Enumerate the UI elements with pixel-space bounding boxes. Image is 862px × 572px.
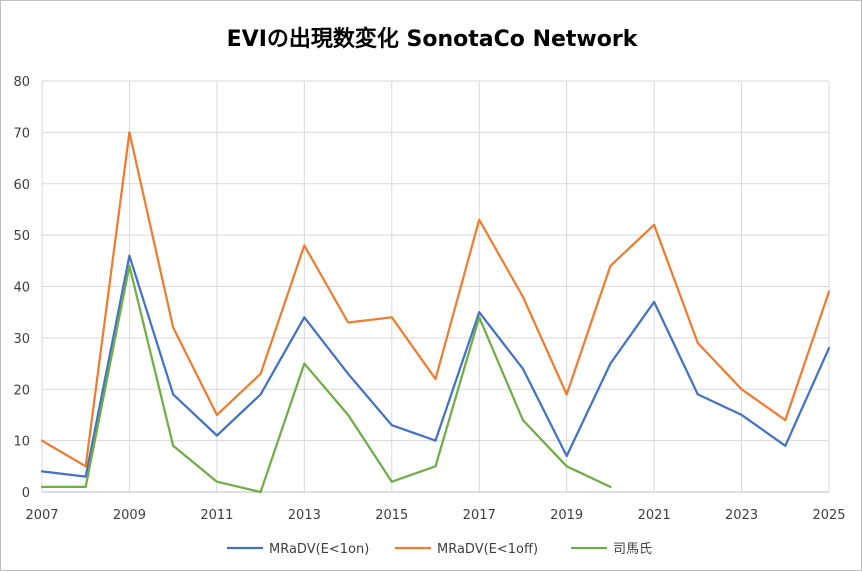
x-tick-label: 2019 — [550, 508, 583, 523]
y-axis: 0 10 20 30 40 50 60 70 80 — [13, 75, 30, 501]
y-tick-label: 50 — [13, 229, 30, 244]
series-line-2 — [40, 131, 831, 468]
x-tick-label: 2013 — [288, 508, 321, 523]
y-tick-label: 60 — [13, 178, 30, 193]
chart-title: EVIの出現数変化 SonotaCo Network — [227, 26, 639, 52]
x-tick-label: 2017 — [463, 508, 496, 523]
legend-label-1: MRaDV(E<1on) — [269, 542, 369, 557]
x-tick-label: 2015 — [375, 508, 408, 523]
x-tick-label: 2025 — [812, 508, 845, 523]
legend-label-3: 司馬氏 — [613, 542, 652, 557]
x-tick-label: 2009 — [113, 508, 146, 523]
series-line-1 — [40, 254, 831, 478]
y-tick-label: 80 — [13, 75, 30, 90]
series-line-3 — [40, 264, 612, 494]
legend: MRaDV(E<1on) MRaDV(E<1off) 司馬氏 — [227, 542, 652, 557]
legend-label-2: MRaDV(E<1off) — [437, 542, 538, 557]
x-tick-label: 2023 — [725, 508, 758, 523]
gridlines — [41, 80, 830, 493]
y-tick-label: 70 — [13, 126, 30, 141]
x-axis: 2007 2009 2011 2013 2015 2017 2019 2021 2023 2025 — [25, 508, 845, 523]
y-tick-label: 10 — [13, 435, 30, 450]
series-lines — [40, 131, 831, 494]
y-tick-label: 40 — [13, 281, 30, 296]
x-tick-label: 2011 — [200, 508, 233, 523]
x-tick-label: 2021 — [638, 508, 671, 523]
y-tick-label: 30 — [13, 332, 30, 347]
x-tick-label: 2007 — [25, 508, 58, 523]
y-tick-label: 0 — [22, 486, 30, 501]
y-tick-label: 20 — [13, 383, 30, 398]
